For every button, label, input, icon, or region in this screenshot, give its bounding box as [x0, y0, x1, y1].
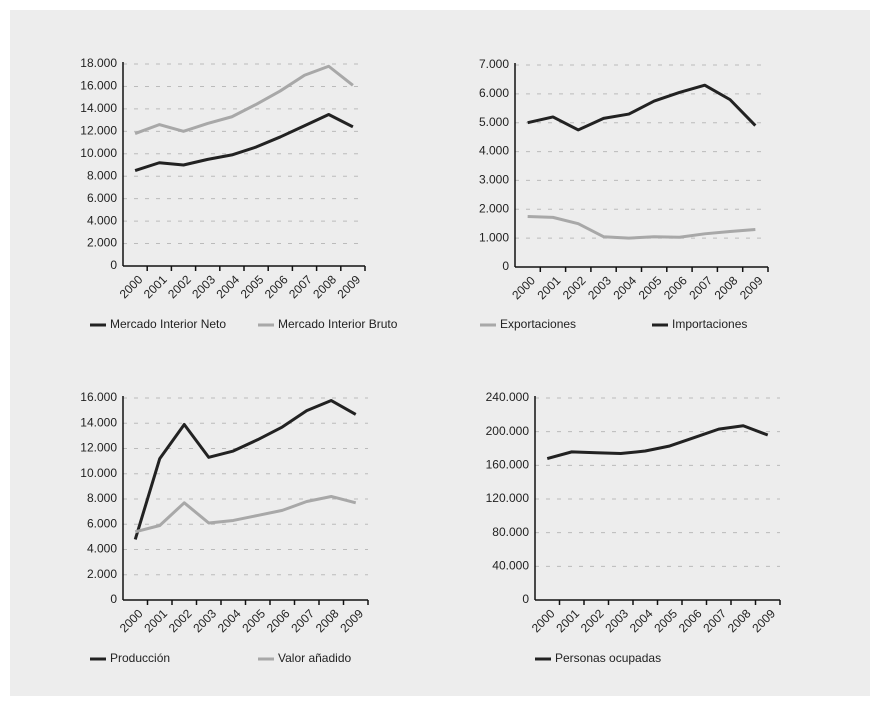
series-line — [134, 64, 354, 135]
legend-label: Valor añadido — [278, 651, 351, 665]
series-line — [134, 494, 357, 534]
y-tick-label: 4.000 — [87, 213, 117, 227]
y-tick-label: 6.000 — [479, 86, 509, 100]
y-tick-label: 10.000 — [80, 466, 117, 480]
y-tick-label: 7.000 — [479, 57, 509, 71]
y-tick-label: 120.000 — [486, 491, 530, 505]
legend-label: Mercado Interior Bruto — [278, 317, 398, 331]
y-tick-label: 0 — [502, 259, 509, 273]
series-line — [134, 113, 354, 173]
y-tick-label: 6.000 — [87, 516, 117, 530]
y-tick-label: 10.000 — [80, 146, 117, 160]
y-tick-label: 16.000 — [80, 390, 117, 404]
y-tick-label: 0 — [110, 258, 117, 272]
y-tick-label: 0 — [522, 592, 529, 606]
y-tick-label: 1.000 — [479, 230, 509, 244]
legend-label: Personas ocupadas — [555, 651, 661, 665]
y-tick-label: 240.000 — [486, 390, 530, 404]
series-line — [546, 424, 769, 461]
series-line — [527, 215, 756, 240]
y-tick-label: 2.000 — [87, 236, 117, 250]
y-tick-label: 8.000 — [87, 168, 117, 182]
y-tick-label: 40.000 — [492, 559, 529, 573]
y-tick-label: 12.000 — [80, 124, 117, 138]
y-tick-label: 2.000 — [87, 567, 117, 581]
series-line — [527, 83, 757, 132]
series-line — [133, 399, 357, 540]
y-tick-label: 200.000 — [486, 424, 530, 438]
y-tick-label: 4.000 — [87, 542, 117, 556]
y-tick-label: 6.000 — [87, 191, 117, 205]
y-tick-label: 3.000 — [479, 173, 509, 187]
y-tick-label: 12.000 — [80, 441, 117, 455]
y-tick-label: 0 — [110, 592, 117, 606]
y-tick-label: 14.000 — [80, 415, 117, 429]
y-tick-label: 14.000 — [80, 101, 117, 115]
y-tick-label: 160.000 — [486, 458, 530, 472]
y-tick-label: 18.000 — [80, 56, 117, 70]
y-tick-label: 4.000 — [479, 144, 509, 158]
y-tick-label: 16.000 — [80, 79, 117, 93]
panel — [10, 10, 870, 696]
legend-label: Exportaciones — [500, 317, 576, 331]
legend-label: Mercado Interior Neto — [110, 317, 226, 331]
y-tick-label: 8.000 — [87, 491, 117, 505]
y-tick-label: 2.000 — [479, 201, 509, 215]
y-tick-label: 5.000 — [479, 115, 509, 129]
y-tick-label: 80.000 — [492, 525, 529, 539]
legend-label: Producción — [110, 651, 170, 665]
legend-label: Importaciones — [672, 317, 747, 331]
